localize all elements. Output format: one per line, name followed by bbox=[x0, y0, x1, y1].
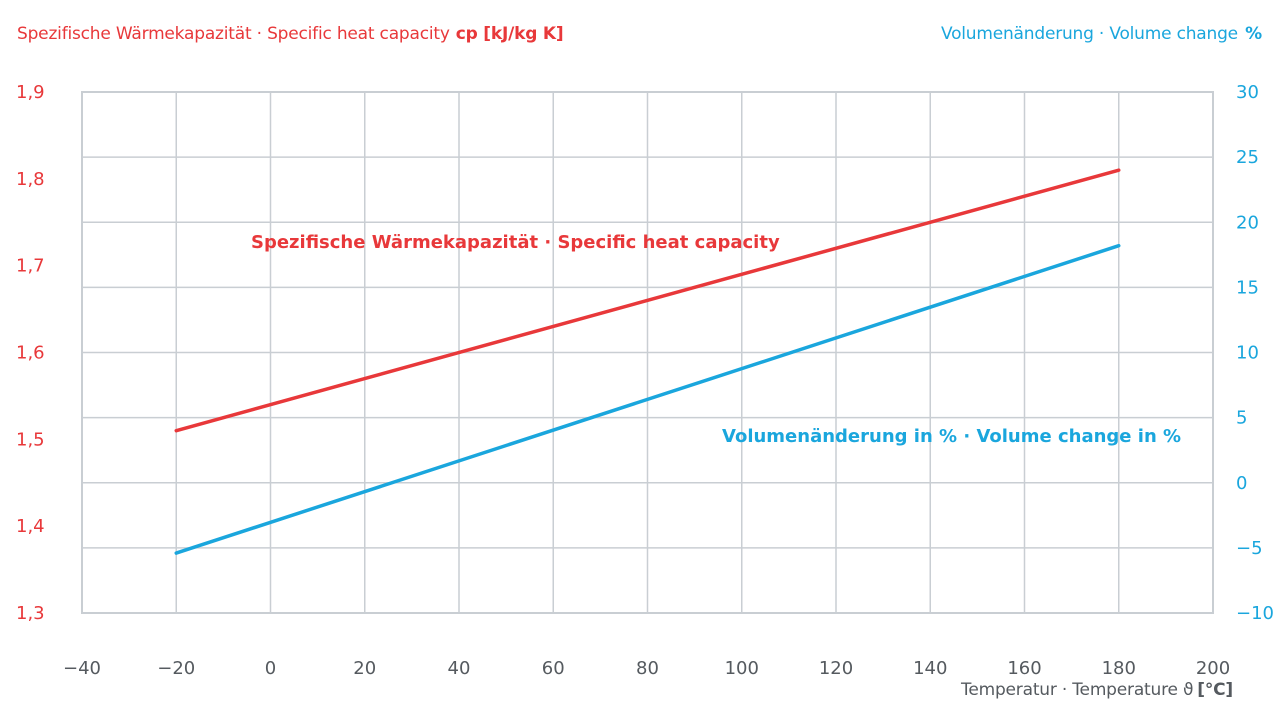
series-label-volume-change: Volumenänderung in % · Volume change in … bbox=[722, 426, 1181, 447]
x-tick-label: 160 bbox=[1007, 658, 1041, 679]
x-tick-label: 140 bbox=[913, 658, 947, 679]
y-right-tick-label: 25 bbox=[1236, 147, 1259, 168]
left-axis-title-text: Spezifische Wärmekapazität · Specific he… bbox=[17, 24, 450, 44]
y-right-tick-label: 20 bbox=[1236, 212, 1259, 233]
x-tick-label: 200 bbox=[1196, 658, 1230, 679]
x-tick-label: 60 bbox=[542, 658, 565, 679]
x-tick-label: 80 bbox=[636, 658, 659, 679]
y-left-tick-label: 1,3 bbox=[16, 603, 45, 624]
y-right-tick-label: 30 bbox=[1236, 82, 1259, 103]
series-label-heat-capacity: Spezifische Wärmekapazität · Specific he… bbox=[251, 232, 780, 253]
y-left-tick-label: 1,9 bbox=[16, 82, 45, 103]
right-axis-unit: % bbox=[1245, 24, 1262, 44]
y-right-tick-label: 5 bbox=[1236, 408, 1247, 429]
y-right-tick-label: 15 bbox=[1236, 277, 1259, 298]
y-left-tick-label: 1,4 bbox=[16, 516, 45, 537]
y-right-tick-label: −5 bbox=[1236, 538, 1263, 559]
series-line-heat-capacity bbox=[174, 168, 1121, 433]
right-axis-title-text: Volumenänderung · Volume change bbox=[940, 24, 1238, 44]
x-tick-label: 40 bbox=[448, 658, 471, 679]
x-tick-label: 120 bbox=[819, 658, 853, 679]
y-right-tick-label: −10 bbox=[1236, 603, 1274, 624]
x-tick-label: 180 bbox=[1102, 658, 1136, 679]
x-tick-label: 100 bbox=[725, 658, 759, 679]
y-right-tick-label: 0 bbox=[1236, 473, 1247, 494]
y-left-tick-label: 1,6 bbox=[16, 343, 45, 364]
y-left-tick-label: 1,8 bbox=[16, 169, 45, 190]
y-left-tick-label: 1,7 bbox=[16, 256, 45, 277]
left-axis-title: Spezifische Wärmekapazität · Specific he… bbox=[17, 24, 564, 44]
y-right-tick-label: 10 bbox=[1236, 343, 1259, 364]
x-axis-title-text: Temperatur · Temperature ϑ bbox=[961, 680, 1194, 700]
left-axis-unit: cp [kJ/kg K] bbox=[455, 24, 564, 44]
right-axis-title: Volumenänderung · Volume change % bbox=[941, 24, 1262, 44]
x-tick-label: −40 bbox=[63, 658, 101, 679]
x-tick-label: −20 bbox=[157, 658, 195, 679]
x-axis-title: Temperatur · Temperature ϑ [°C] bbox=[961, 680, 1233, 700]
x-tick-label: 20 bbox=[353, 658, 376, 679]
x-axis-unit: [°C] bbox=[1197, 680, 1233, 700]
y-left-tick-label: 1,5 bbox=[16, 429, 45, 450]
series-line-volume-change bbox=[174, 243, 1121, 555]
x-tick-label: 0 bbox=[265, 658, 276, 679]
